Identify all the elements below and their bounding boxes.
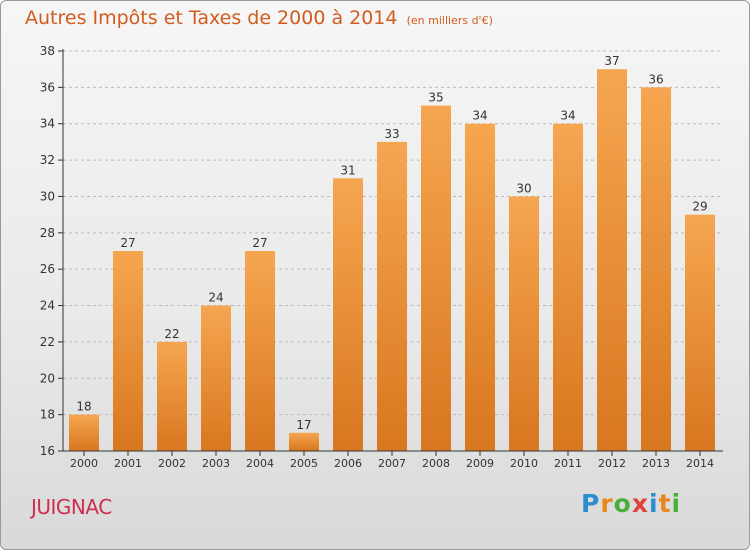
data-label: 24 bbox=[208, 291, 223, 305]
x-tick-label: 2011 bbox=[554, 457, 582, 470]
data-label: 33 bbox=[384, 127, 399, 141]
x-tick-label: 2008 bbox=[422, 457, 450, 470]
bar bbox=[685, 214, 715, 451]
logo-letter: r bbox=[600, 489, 614, 518]
y-tick-label: 20 bbox=[40, 371, 55, 385]
bar bbox=[245, 251, 275, 451]
bar bbox=[69, 414, 99, 451]
y-tick-label: 36 bbox=[40, 80, 55, 94]
title-main: Autres Impôts et Taxes de 2000 à 2014 bbox=[25, 7, 398, 29]
y-tick-label: 22 bbox=[40, 335, 55, 349]
y-tick-label: 38 bbox=[40, 44, 55, 58]
data-label: 36 bbox=[648, 72, 663, 86]
commune-name: JUIGNAC bbox=[31, 495, 112, 519]
bar bbox=[157, 341, 187, 451]
x-tick-label: 2012 bbox=[598, 457, 626, 470]
data-label: 37 bbox=[604, 54, 619, 68]
data-label: 34 bbox=[560, 109, 575, 123]
x-tick-label: 2007 bbox=[378, 457, 406, 470]
y-tick-label: 16 bbox=[40, 444, 55, 458]
data-label: 34 bbox=[472, 109, 487, 123]
logo-letter: i bbox=[649, 489, 659, 518]
y-tick-label: 32 bbox=[40, 153, 55, 167]
proxiti-logo: Proxiti bbox=[581, 489, 681, 518]
title-unit: (en milliers d'€) bbox=[406, 14, 493, 27]
x-tick-label: 2014 bbox=[686, 457, 714, 470]
y-tick-label: 30 bbox=[40, 189, 55, 203]
bar bbox=[553, 123, 583, 452]
y-tick-label: 28 bbox=[40, 226, 55, 240]
logo-letter: i bbox=[671, 489, 682, 518]
x-tick-label: 2001 bbox=[114, 457, 142, 470]
chart-title: Autres Impôts et Taxes de 2000 à 2014 (e… bbox=[25, 7, 493, 29]
logo-letter: x bbox=[631, 489, 649, 518]
logo-letter: P bbox=[581, 489, 601, 518]
bar bbox=[201, 305, 231, 451]
x-tick-label: 2002 bbox=[158, 457, 186, 470]
bar bbox=[377, 141, 407, 451]
y-tick-label: 24 bbox=[40, 299, 55, 313]
data-label: 27 bbox=[252, 236, 267, 250]
y-tick-label: 34 bbox=[40, 117, 55, 131]
bar bbox=[509, 196, 539, 451]
y-tick-label: 26 bbox=[40, 262, 55, 276]
bar bbox=[333, 178, 363, 452]
x-tick-label: 2003 bbox=[202, 457, 230, 470]
data-label: 30 bbox=[516, 181, 531, 195]
data-label: 17 bbox=[296, 418, 311, 432]
bar bbox=[113, 251, 143, 451]
x-tick-label: 2005 bbox=[290, 457, 318, 470]
y-tick-label: 18 bbox=[40, 408, 55, 422]
bar bbox=[289, 432, 319, 451]
bar bbox=[421, 105, 451, 451]
x-tick-label: 2009 bbox=[466, 457, 494, 470]
x-tick-label: 2000 bbox=[70, 457, 98, 470]
data-label: 31 bbox=[340, 163, 355, 177]
bar bbox=[597, 69, 627, 451]
bar bbox=[641, 87, 671, 451]
bar bbox=[465, 123, 495, 452]
x-tick-label: 2004 bbox=[246, 457, 274, 470]
logo-letter: t bbox=[658, 489, 672, 518]
x-tick-label: 2010 bbox=[510, 457, 538, 470]
data-label: 35 bbox=[428, 91, 443, 105]
data-label: 18 bbox=[76, 400, 91, 414]
logo-letter: o bbox=[613, 489, 632, 518]
data-label: 22 bbox=[164, 327, 179, 341]
data-label: 29 bbox=[692, 200, 707, 214]
x-tick-label: 2006 bbox=[334, 457, 362, 470]
data-label: 27 bbox=[120, 236, 135, 250]
x-tick-label: 2013 bbox=[642, 457, 670, 470]
